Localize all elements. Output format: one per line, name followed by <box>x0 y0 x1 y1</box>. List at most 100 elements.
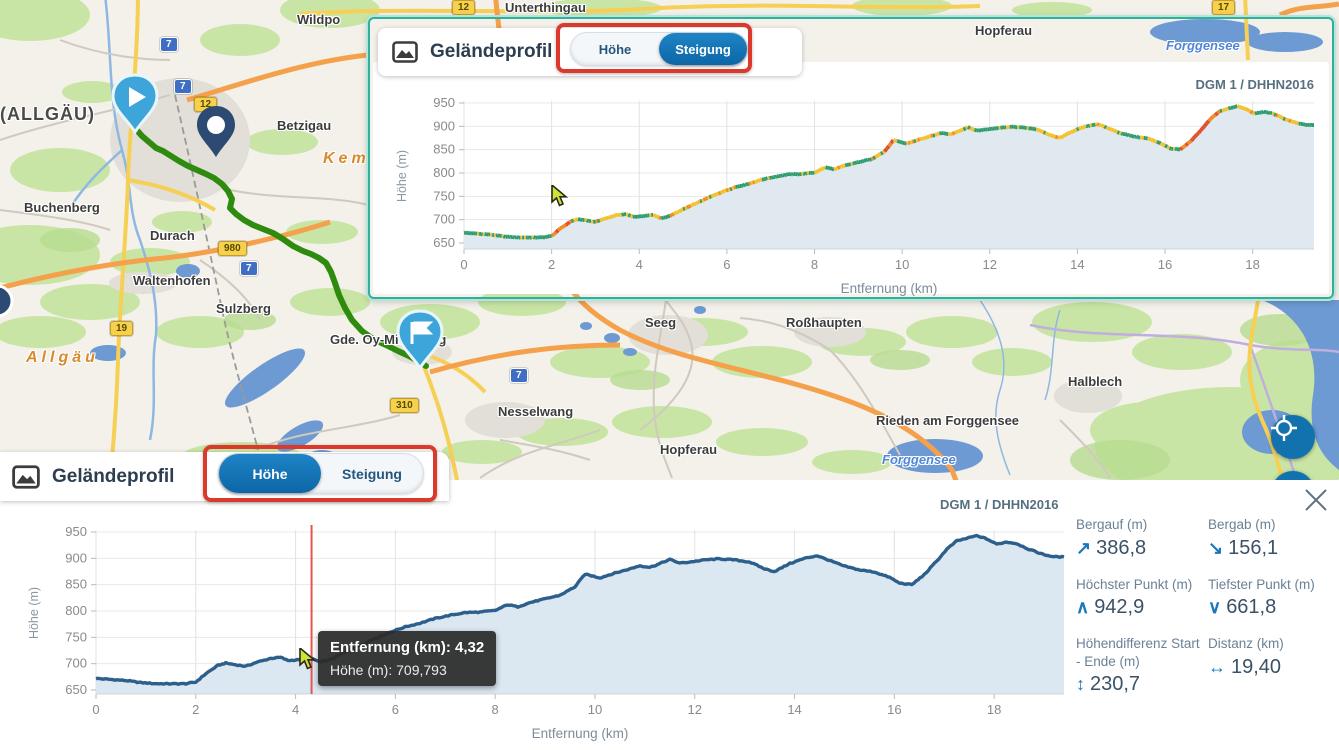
svg-text:12: 12 <box>983 257 997 272</box>
road-shield: 17 <box>1212 0 1236 15</box>
svg-text:0: 0 <box>460 257 467 272</box>
svg-text:950: 950 <box>433 95 455 110</box>
stat-value: ↘ 156,1 <box>1208 536 1279 559</box>
highlight-box-top <box>556 23 752 73</box>
map-label: Nesselwang <box>498 404 574 419</box>
play-icon <box>129 87 146 107</box>
map-label: Hopferau <box>975 23 1033 38</box>
svg-text:14: 14 <box>787 702 801 717</box>
map-label: Rieden am Forggensee <box>876 413 1020 428</box>
source-label: DGM 1 / DHHN2016 <box>1195 77 1314 92</box>
hoehe-tab[interactable]: Höhe <box>598 41 632 57</box>
highlight-box-bottom <box>203 445 437 502</box>
svg-text:10: 10 <box>588 702 602 717</box>
svg-text:14: 14 <box>1070 257 1084 272</box>
image-icon <box>392 41 418 63</box>
start-marker[interactable] <box>109 72 161 136</box>
profile-mode-toggle-bottom: Höhe Steigung <box>218 453 424 494</box>
stat-label: Höchster Punkt (m) <box>1076 576 1193 592</box>
stat-arrow-down-right: Bergab (m) ↘ 156,1 <box>1208 516 1332 560</box>
svg-text:4: 4 <box>292 702 299 717</box>
road-shield: 7 <box>160 37 178 52</box>
svg-text:16: 16 <box>1158 257 1172 272</box>
svg-text:0: 0 <box>92 702 99 717</box>
svg-text:750: 750 <box>65 629 87 644</box>
map-label: Waltenhofen <box>133 273 211 288</box>
stat-label: Tiefster Punkt (m) <box>1208 576 1315 592</box>
svg-text:12: 12 <box>688 702 702 717</box>
stat-value: ↗ 386,8 <box>1076 536 1147 559</box>
arrow-down-right-icon: ↘ <box>1208 537 1224 558</box>
road-shield: 7 <box>174 79 192 94</box>
end-marker[interactable] <box>394 308 446 372</box>
stat-value: ∧ 942,9 <box>1076 596 1145 619</box>
close-icon[interactable] <box>1302 486 1330 514</box>
stat-value: ↔ 19,40 <box>1208 655 1282 678</box>
svg-text:Entfernung (km): Entfernung (km) <box>841 281 938 296</box>
map-label: Buchenberg <box>24 200 100 215</box>
locate-button[interactable] <box>1271 415 1315 459</box>
stat-chevron-down: Tiefster Punkt (m) ∨ 661,8 <box>1208 576 1332 620</box>
road-shield: 12 <box>452 0 476 15</box>
chart-tooltip: Entfernung (km): 4,32 Höhe (m): 709,793 <box>318 631 497 686</box>
arrow-up-right-icon: ↗ <box>1076 537 1092 558</box>
svg-text:Höhe (m): Höhe (m) <box>27 587 41 639</box>
map-label: Seeg <box>645 315 677 330</box>
elevation-profile-chart[interactable]: 650 700 750 800 850 900 950 0 2 4 6 8 10 12 14 16 18 Entf… <box>0 480 1339 750</box>
svg-text:2: 2 <box>192 702 199 717</box>
map-label: (ALLGÄU) <box>0 104 95 124</box>
svg-text:950: 950 <box>65 524 87 539</box>
source-label: DGM 1 / DHHN2016 <box>940 497 1059 512</box>
svg-text:8: 8 <box>492 702 499 717</box>
road-shield: 310 <box>390 398 419 413</box>
mouse-cursor <box>299 648 317 670</box>
svg-text:18: 18 <box>987 702 1001 717</box>
map-label: Forggensee <box>882 452 956 467</box>
profile-stats: Bergauf (m) ↗ 386,8 Bergab (m) ↘ 156,1 Höchste… <box>1076 516 1332 696</box>
svg-text:850: 850 <box>65 577 87 592</box>
waypoint-marker-partial <box>0 284 14 318</box>
svg-text:900: 900 <box>433 118 455 133</box>
gradient-profile-chart[interactable]: 650 700 750 800 850 900 950 0 2 4 6 8 10 12 14 16 18 Entf… <box>370 19 1332 297</box>
chevron-up-icon: ∧ <box>1076 597 1090 618</box>
svg-text:16: 16 <box>887 702 901 717</box>
svg-text:800: 800 <box>433 165 455 180</box>
stat-value: ↕ 230,7 <box>1076 673 1141 696</box>
svg-text:650: 650 <box>433 235 455 250</box>
svg-text:6: 6 <box>392 702 399 717</box>
stat-label: Distanz (km) <box>1208 636 1284 652</box>
map-label: Sulzberg <box>216 301 271 316</box>
stat-arrow-up-right: Bergauf (m) ↗ 386,8 <box>1076 516 1200 560</box>
waypoint-marker[interactable] <box>194 104 238 160</box>
map-label: Forggensee <box>1166 38 1240 53</box>
stat-chevron-up: Höchster Punkt (m) ∧ 942,9 <box>1076 576 1200 620</box>
steigung-tab[interactable]: Steigung <box>659 33 747 65</box>
svg-text:6: 6 <box>723 257 730 272</box>
steigung-tab[interactable]: Steigung <box>342 465 402 482</box>
stat-label: Bergauf (m) <box>1076 517 1148 532</box>
map-label: Roßhaupten <box>786 315 862 330</box>
chevron-down-icon: ∨ <box>1208 597 1222 618</box>
svg-text:800: 800 <box>65 603 87 618</box>
map-label: Halblech <box>1068 374 1123 389</box>
route-line <box>132 125 429 369</box>
stat-value: ∨ 661,8 <box>1208 596 1277 619</box>
panel-title: Geländeprofil <box>52 465 175 487</box>
svg-text:8: 8 <box>811 257 818 272</box>
svg-text:900: 900 <box>65 550 87 565</box>
stat-label: Höhendifferenz Start - Ende (m) <box>1076 636 1200 669</box>
terrain-profile-overlay: Geländeprofil DGM 1 / DHHN2016 650 700 750… <box>368 17 1334 299</box>
image-icon <box>12 464 40 489</box>
road-shield: 19 <box>110 321 134 336</box>
road-shield: 7 <box>510 368 528 383</box>
road-shield: 980 <box>218 241 247 256</box>
hoehe-tab[interactable]: Höhe <box>219 454 321 493</box>
svg-text:2: 2 <box>548 257 555 272</box>
svg-text:4: 4 <box>636 257 643 272</box>
road-shield: 7 <box>240 261 258 276</box>
svg-text:700: 700 <box>65 656 87 671</box>
map-label: Betzigau <box>277 118 332 133</box>
